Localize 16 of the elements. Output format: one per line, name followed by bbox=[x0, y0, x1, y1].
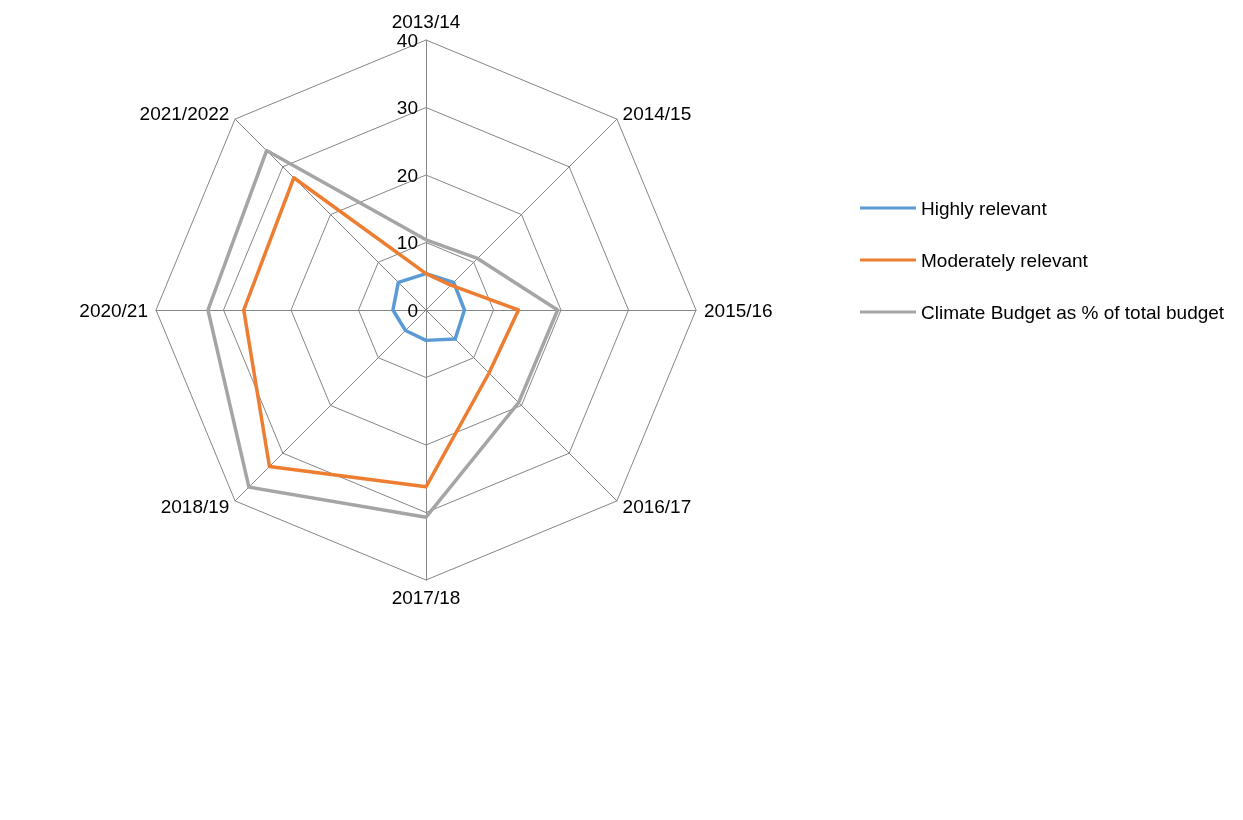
spoke-label: 2014/15 bbox=[622, 102, 692, 124]
spoke-label: 2015/16 bbox=[704, 299, 773, 321]
y-tick-label: 30 bbox=[396, 97, 418, 118]
y-tick-label: 20 bbox=[396, 164, 418, 186]
y-tick-label: 40 bbox=[396, 29, 418, 51]
spoke-label: 2016/17 bbox=[622, 496, 692, 518]
spoke-label: 2017/18 bbox=[391, 587, 461, 608]
y-tick-label: 10 bbox=[396, 232, 418, 253]
legend-label: Moderately relevant bbox=[921, 249, 1089, 271]
legend-label: Climate Budget as % of total budget bbox=[921, 301, 1225, 323]
y-tick-label: 0 bbox=[407, 299, 418, 321]
spoke-label: 2018/19 bbox=[160, 496, 230, 518]
spoke-label: 2021/2022 bbox=[139, 102, 230, 124]
spoke-label: 2020/21 bbox=[79, 299, 148, 321]
legend-label: Highly relevant bbox=[921, 197, 1048, 219]
spoke-label: 2013/14 bbox=[391, 10, 461, 32]
